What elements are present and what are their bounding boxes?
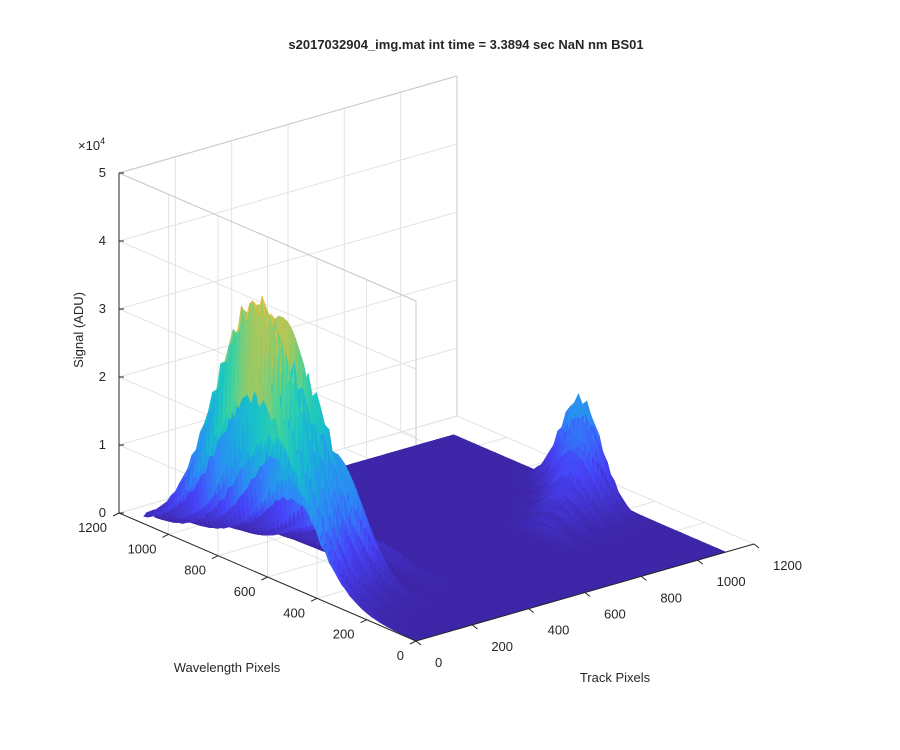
grid-line — [118, 143, 458, 242]
chart-title: s2017032904_img.mat int time = 3.3894 se… — [288, 37, 643, 52]
surface-mesh — [143, 294, 727, 642]
box-edge — [118, 75, 458, 174]
grid-line — [118, 240, 417, 370]
box-edge — [118, 172, 417, 302]
grid-line — [118, 211, 458, 310]
